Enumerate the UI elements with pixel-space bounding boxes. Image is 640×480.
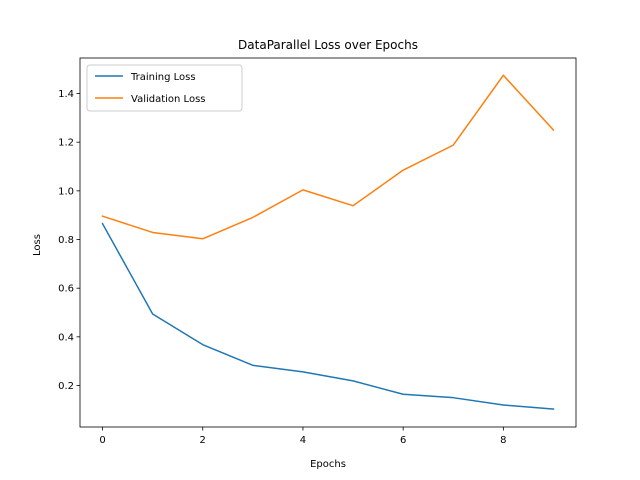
x-tick-label: 4 — [300, 435, 306, 446]
y-tick-label: 0.2 — [58, 381, 74, 392]
x-axis-label: Epochs — [310, 459, 346, 470]
y-tick-label: 0.4 — [58, 332, 74, 343]
x-tick-label: 8 — [500, 435, 506, 446]
legend-box — [86, 64, 243, 112]
x-tick-label: 0 — [99, 435, 105, 446]
y-tick-label: 1.2 — [58, 138, 74, 149]
y-axis-label: Loss — [32, 234, 43, 256]
y-tick-label: 0.6 — [58, 284, 74, 295]
series-line-0 — [101, 222, 555, 410]
legend-label-0: Training Loss — [130, 72, 196, 83]
y-tick-label: 1.4 — [58, 89, 74, 100]
legend-label-1: Validation Loss — [131, 94, 206, 105]
legend: Training Loss Validation Loss — [86, 64, 243, 112]
plot-area: 0 2 4 6 8 0.2 0.4 0.6 0.8 1.0 1.2 1.4 — [58, 57, 577, 446]
chart-title: DataParallel Loss over Epochs — [238, 38, 418, 52]
x-tick-label: 2 — [200, 435, 206, 446]
y-tick-label: 0.8 — [58, 235, 74, 246]
series-line-1 — [101, 74, 555, 240]
axes-frame — [79, 57, 577, 428]
x-tick-label: 6 — [400, 435, 406, 446]
y-tick-label: 1.0 — [58, 186, 74, 197]
